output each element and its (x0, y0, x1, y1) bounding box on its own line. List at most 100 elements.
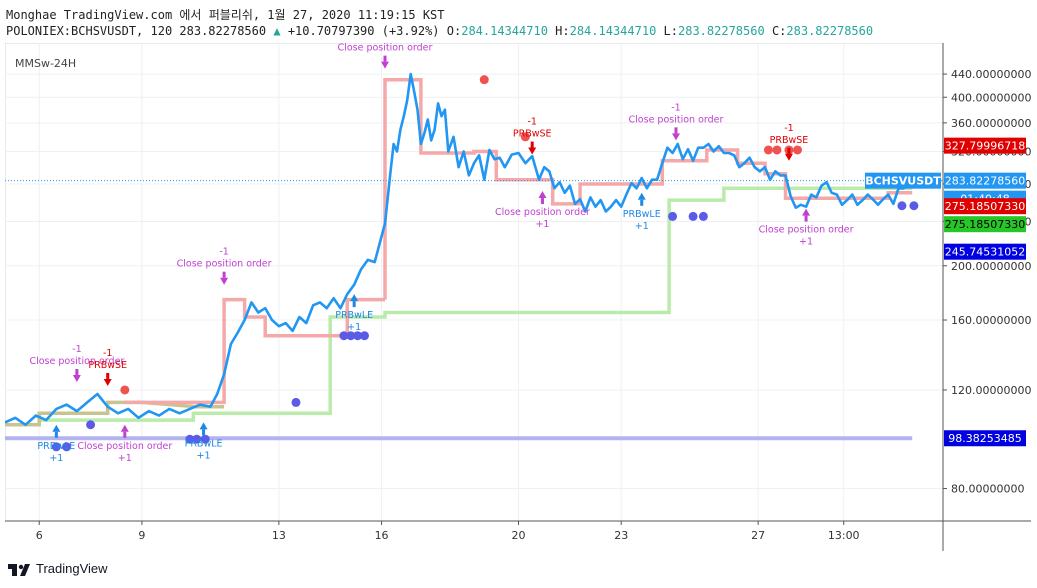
annotation-text: PRBwLE (335, 310, 373, 321)
signal-dot-blue (339, 331, 349, 341)
up-arrow-icon (120, 424, 129, 432)
x-tick-label: 16 (375, 529, 389, 542)
down-arrow-icon (103, 378, 112, 386)
up-arrow-icon (350, 294, 359, 302)
annotation-text: Close position order (177, 259, 272, 270)
signal-dot-red (793, 145, 803, 155)
y-tick-label: 360.00000000 (951, 117, 1031, 130)
tradingview-logo[interactable]: TradingView (8, 561, 108, 576)
down-arrow-icon (220, 277, 229, 285)
up-arrow-icon (637, 192, 646, 200)
axis-price-tag-text: 327.79996718 (945, 140, 1025, 153)
signal-dot-blue (346, 331, 356, 341)
close-value: 283.82278560 (786, 24, 874, 38)
arrow-stem (383, 55, 387, 62)
annotation-text: -1 (103, 348, 112, 359)
annotation-text: PRBwSE (770, 135, 809, 146)
annotation-text: Close position order (629, 114, 724, 125)
up-arrow-icon (199, 422, 208, 430)
annotation-text: Close position order (29, 356, 124, 367)
signal-dots (51, 75, 919, 452)
annotation-text: +1 (197, 450, 211, 461)
signal-dot-blue (291, 397, 301, 407)
axis-price-tag-text: 283.82278560 (945, 175, 1025, 188)
symbol-price-tag-text: BCHSVUSDT (865, 175, 941, 188)
annotation-text: -1 (72, 344, 81, 355)
down-arrow-icon (784, 153, 793, 161)
signal-dot-red (772, 145, 782, 155)
down-arrow-icon (671, 133, 680, 141)
annotation-text: +1 (49, 453, 63, 464)
axis-price-tag-text: 98.38253485 (948, 432, 1021, 445)
arrow-stem (202, 429, 206, 436)
annotation-text: Close position order (495, 207, 590, 218)
annotation-text: +1 (118, 453, 132, 464)
y-tick-label: 200.00000000 (951, 260, 1031, 273)
annotation-text: PRBwLE (623, 209, 661, 220)
annotation-text: -1 (219, 247, 228, 258)
low-value: 283.82278560 (678, 24, 765, 38)
arrow-stem (106, 372, 110, 379)
signal-dot-blue (688, 211, 698, 221)
annotation-text: +1 (799, 237, 813, 248)
y-tick-label: 400.00000000 (951, 91, 1031, 104)
up-arrow-icon (52, 424, 61, 432)
x-tick-label: 13 (272, 529, 286, 542)
annotation-text: -1 (784, 123, 793, 134)
last-price: 283.82278560 (179, 24, 267, 38)
y-tick-label: 160.00000000 (951, 314, 1031, 327)
symbol-label[interactable]: POLONIEX:BCHSVUSDT, 120 (6, 24, 173, 38)
ohlc-legend: POLONIEX:BCHSVUSDT, 120 283.82278560 ▲ +… (6, 24, 873, 38)
up-arrow-icon (802, 208, 811, 216)
axis-price-tag-text: 275.18507330 (945, 200, 1025, 213)
x-tick-label: 27 (751, 529, 765, 542)
axis-price-tag-text: 245.74531052 (945, 246, 1025, 259)
annotation-text: Close position order (338, 43, 433, 54)
signal-dot-blue (51, 442, 61, 452)
annotation-text: +1 (635, 221, 649, 232)
axis-price-tag (944, 172, 1026, 189)
short-stop-line-early (124, 297, 385, 405)
x-tick-label: 20 (512, 529, 526, 542)
annotation-text: +1 (535, 219, 549, 230)
down-arrow-icon (528, 147, 537, 155)
signal-dot-red (763, 145, 773, 155)
signal-dot-blue (353, 331, 363, 341)
symbol-price-tag (865, 172, 941, 189)
annotation-text: PRBwSE (88, 360, 127, 371)
axis-price-tag (944, 430, 1026, 447)
axis-price-tag (944, 243, 1026, 260)
y-tick-label: 120.00000000 (951, 384, 1031, 397)
short-stop-line (383, 77, 913, 300)
price-series (4, 72, 943, 427)
signal-dot-blue (62, 442, 72, 452)
signal-dot-blue (192, 434, 202, 444)
open-value: 284.14344710 (461, 24, 548, 38)
annotation-text: +1 (347, 322, 361, 333)
axis-price-tag (944, 198, 1026, 215)
signal-dot-red (520, 132, 530, 142)
arrow-stem (640, 199, 644, 206)
arrow-stem (804, 215, 808, 222)
up-arrow-icon: ▲ (273, 24, 281, 38)
down-arrow-icon (380, 61, 389, 69)
signal-dot-blue (185, 434, 195, 444)
signal-dot-blue (86, 420, 96, 430)
signal-dot-blue (897, 201, 907, 211)
signal-dot-blue (200, 434, 210, 444)
up-arrow-icon (538, 191, 547, 199)
price-labels: 327.79996718BCHSVUSDT283.8227856001:40:4… (865, 137, 1026, 447)
indicator-label: MMSw-24H (15, 57, 76, 70)
footer-brand: TradingView (36, 561, 108, 576)
signal-dot-blue (698, 211, 708, 221)
signal-dot-blue (909, 201, 919, 211)
arrow-stem (530, 141, 534, 148)
arrow-stem (787, 147, 791, 154)
annotation-text: -1 (527, 117, 536, 128)
high-label: H: (555, 24, 570, 38)
signal-dot-red (120, 385, 130, 395)
annotation-text: Close position order (77, 441, 172, 452)
